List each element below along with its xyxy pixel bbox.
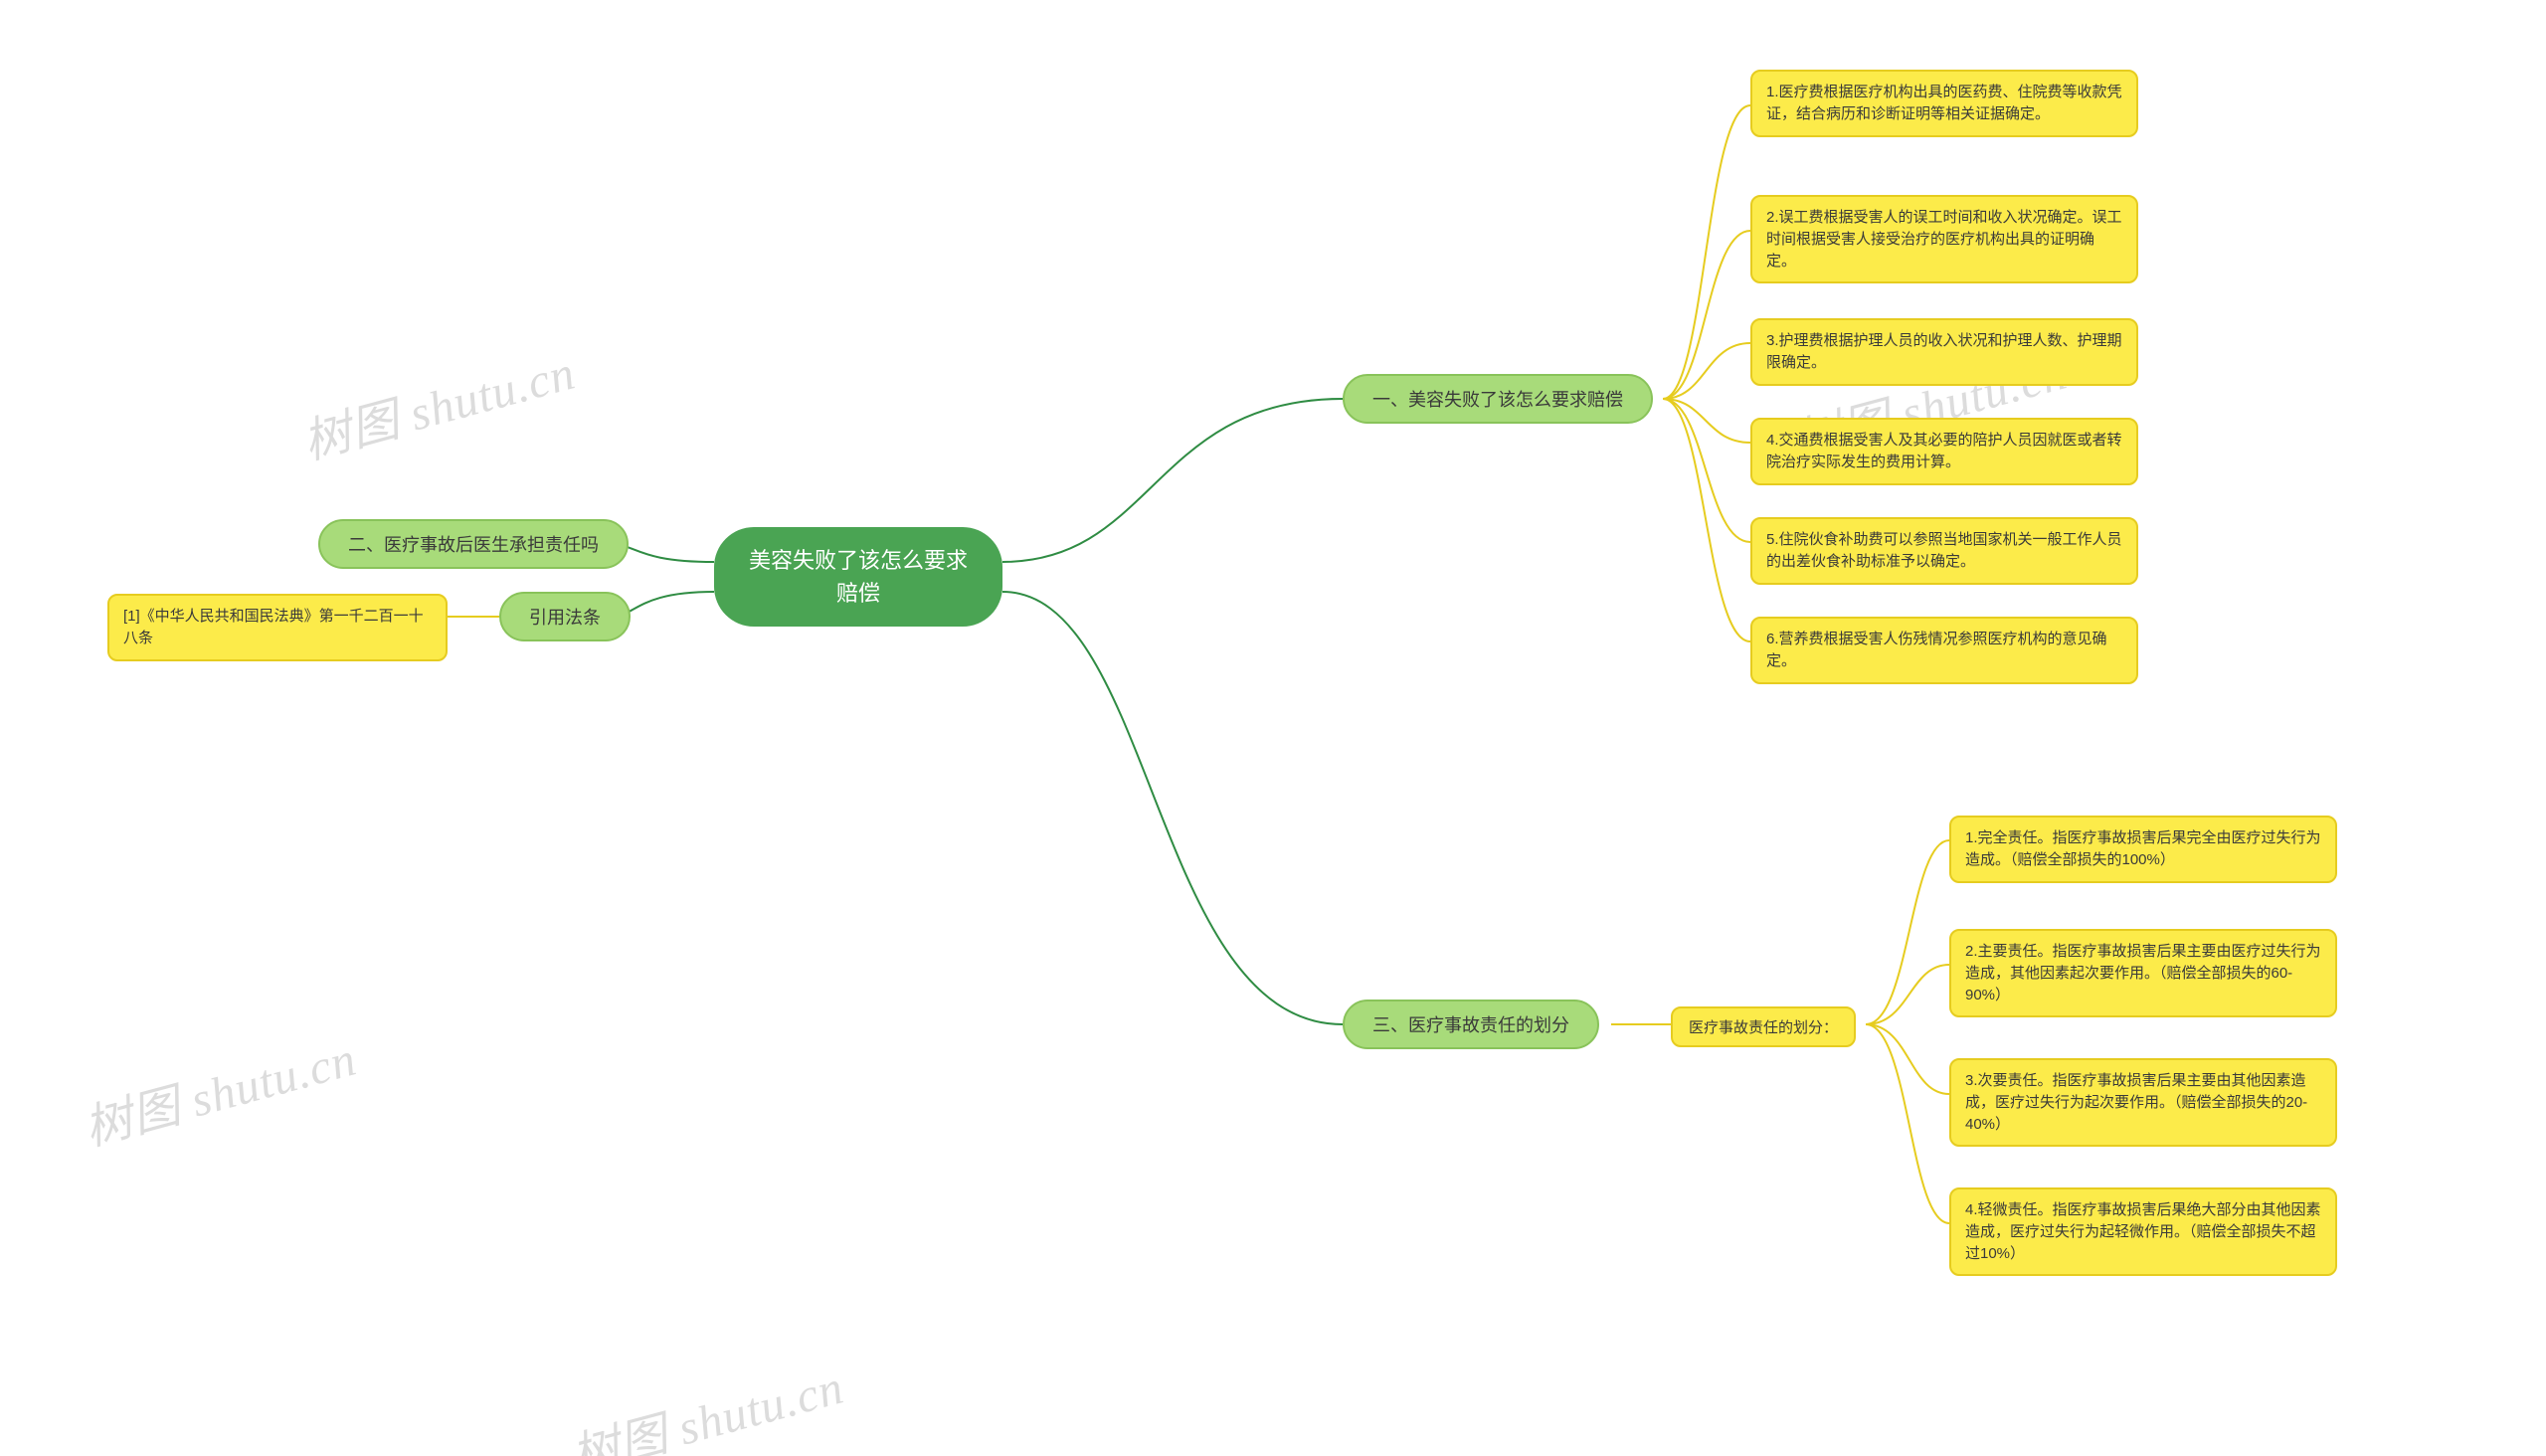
branch-section-3[interactable]: 三、医疗事故责任的划分 bbox=[1343, 1000, 1599, 1049]
mindmap-canvas: 树图 shutu.cn 树图 shutu.cn 树图 shutu.cn 树图 s… bbox=[0, 0, 2546, 1456]
leaf-text: 2.误工费根据受害人的误工时间和收入状况确定。误工时间根据受害人接受治疗的医疗机… bbox=[1766, 209, 2122, 270]
leaf-b1-2[interactable]: 2.误工费根据受害人的误工时间和收入状况确定。误工时间根据受害人接受治疗的医疗机… bbox=[1750, 195, 2138, 283]
leaf-b4-1[interactable]: [1]《中华人民共和国民法典》第一千二百一十八条 bbox=[107, 594, 448, 661]
leaf-text: 3.护理费根据护理人员的收入状况和护理人数、护理期限确定。 bbox=[1766, 332, 2122, 371]
branch-label: 二、医疗事故后医生承担责任吗 bbox=[348, 531, 599, 557]
leaf-text: 2.主要责任。指医疗事故损害后果主要由医疗过失行为造成，其他因素起次要作用。（赔… bbox=[1965, 943, 2321, 1003]
leaf-text: 5.住院伙食补助费可以参照当地国家机关一般工作人员的出差伙食补助标准予以确定。 bbox=[1766, 531, 2122, 570]
leaf-b1-3[interactable]: 3.护理费根据护理人员的收入状况和护理人数、护理期限确定。 bbox=[1750, 318, 2138, 386]
leaf-b1-1[interactable]: 1.医疗费根据医疗机构出具的医药费、住院费等收款凭证，结合病历和诊断证明等相关证… bbox=[1750, 70, 2138, 137]
midnode-responsibility[interactable]: 医疗事故责任的划分： bbox=[1671, 1006, 1856, 1047]
branch-label: 三、医疗事故责任的划分 bbox=[1372, 1011, 1569, 1037]
leaf-text: 4.交通费根据受害人及其必要的陪护人员因就医或者转院治疗实际发生的费用计算。 bbox=[1766, 432, 2122, 470]
watermark: 树图 shutu.cn bbox=[563, 1348, 850, 1456]
leaf-text: 3.次要责任。指医疗事故损害后果主要由其他因素造成，医疗过失行为起次要作用。（赔… bbox=[1965, 1072, 2307, 1133]
branch-label: 一、美容失败了该怎么要求赔偿 bbox=[1372, 386, 1623, 412]
leaf-b1-6[interactable]: 6.营养费根据受害人伤残情况参照医疗机构的意见确定。 bbox=[1750, 617, 2138, 684]
branch-label: 引用法条 bbox=[529, 604, 601, 630]
leaf-b3-4[interactable]: 4.轻微责任。指医疗事故损害后果绝大部分由其他因素造成，医疗过失行为起轻微作用。… bbox=[1949, 1187, 2337, 1276]
leaf-b3-3[interactable]: 3.次要责任。指医疗事故损害后果主要由其他因素造成，医疗过失行为起次要作用。（赔… bbox=[1949, 1058, 2337, 1147]
leaf-b3-2[interactable]: 2.主要责任。指医疗事故损害后果主要由医疗过失行为造成，其他因素起次要作用。（赔… bbox=[1949, 929, 2337, 1017]
branch-section-1[interactable]: 一、美容失败了该怎么要求赔偿 bbox=[1343, 374, 1653, 424]
leaf-text: 1.完全责任。指医疗事故损害后果完全由医疗过失行为造成。（赔偿全部损失的100%… bbox=[1965, 829, 2321, 868]
leaf-text: [1]《中华人民共和国民法典》第一千二百一十八条 bbox=[123, 608, 424, 646]
leaf-b1-4[interactable]: 4.交通费根据受害人及其必要的陪护人员因就医或者转院治疗实际发生的费用计算。 bbox=[1750, 418, 2138, 485]
branch-section-4[interactable]: 引用法条 bbox=[499, 592, 631, 641]
midnode-label: 医疗事故责任的划分： bbox=[1689, 1016, 1838, 1037]
leaf-b3-1[interactable]: 1.完全责任。指医疗事故损害后果完全由医疗过失行为造成。（赔偿全部损失的100%… bbox=[1949, 816, 2337, 883]
leaf-text: 4.轻微责任。指医疗事故损害后果绝大部分由其他因素造成，医疗过失行为起轻微作用。… bbox=[1965, 1201, 2321, 1262]
leaf-b1-5[interactable]: 5.住院伙食补助费可以参照当地国家机关一般工作人员的出差伙食补助标准予以确定。 bbox=[1750, 517, 2138, 585]
watermark: 树图 shutu.cn bbox=[76, 1019, 363, 1159]
leaf-text: 6.营养费根据受害人伤残情况参照医疗机构的意见确定。 bbox=[1766, 631, 2107, 669]
watermark: 树图 shutu.cn bbox=[294, 333, 582, 472]
root-label: 美容失败了该怎么要求赔偿 bbox=[744, 544, 973, 610]
branch-section-2[interactable]: 二、医疗事故后医生承担责任吗 bbox=[318, 519, 629, 569]
root-node[interactable]: 美容失败了该怎么要求赔偿 bbox=[714, 527, 1002, 627]
leaf-text: 1.医疗费根据医疗机构出具的医药费、住院费等收款凭证，结合病历和诊断证明等相关证… bbox=[1766, 84, 2122, 122]
